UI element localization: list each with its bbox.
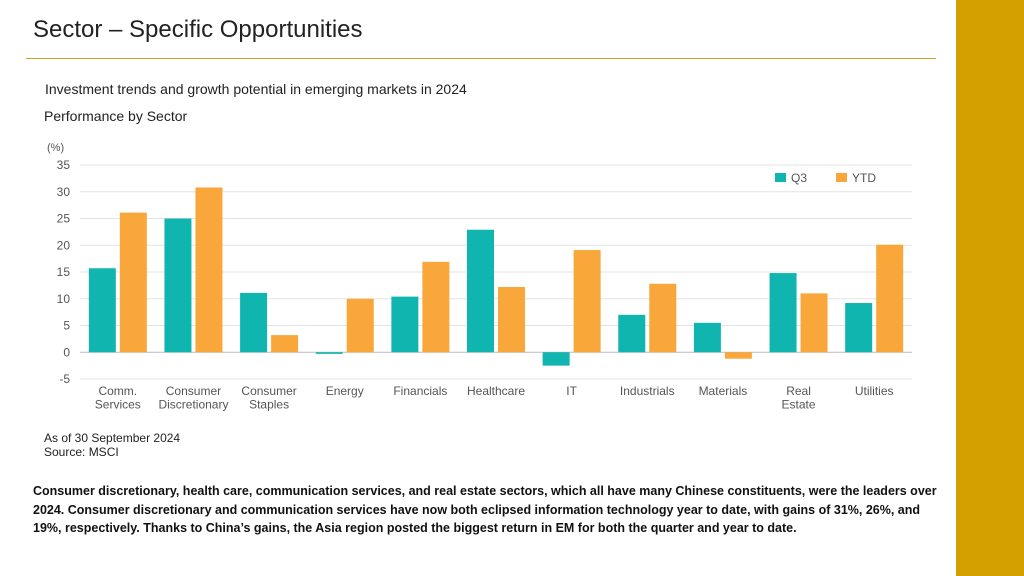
bar-q3	[618, 314, 646, 353]
x-tick-label: Services	[95, 398, 141, 412]
bar-q3	[693, 322, 721, 353]
source-note: Source: MSCI	[44, 445, 119, 459]
x-tick-label: Staples	[249, 398, 289, 412]
x-tick-label: Consumer	[241, 384, 296, 398]
x-tick-label: Energy	[326, 384, 364, 398]
bar-q3	[88, 268, 116, 353]
bar-q3	[240, 292, 268, 353]
title-divider	[26, 58, 936, 59]
legend-label-ytd: YTD	[852, 171, 876, 185]
legend-swatch-q3	[775, 173, 786, 182]
bar-ytd	[724, 352, 752, 359]
y-tick-label: 15	[57, 265, 71, 279]
chart-title: Performance by Sector	[44, 108, 188, 124]
y-tick-label: 10	[57, 292, 71, 306]
slide-subtitle: Investment trends and growth potential i…	[45, 81, 467, 97]
x-tick-label: Estate	[782, 398, 816, 412]
y-tick-label: 5	[63, 319, 70, 333]
bar-q3	[315, 352, 343, 354]
y-tick-label: 0	[63, 345, 70, 359]
y-tick-label: 20	[57, 238, 71, 252]
y-tick-label: 25	[57, 212, 71, 226]
bar-q3	[391, 296, 419, 353]
bar-ytd	[346, 298, 374, 353]
slide-title: Sector – Specific Opportunities	[33, 16, 363, 43]
legend-swatch-ytd	[836, 173, 847, 182]
bar-ytd	[195, 187, 223, 353]
y-tick-label: -5	[59, 372, 70, 386]
bar-ytd	[800, 293, 828, 353]
y-axis-unit-label: (%)	[47, 142, 64, 154]
accent-sidebar	[956, 0, 1024, 576]
x-tick-label: Healthcare	[467, 384, 525, 398]
bar-q3	[164, 218, 192, 353]
x-tick-label: Discretionary	[158, 398, 228, 412]
bar-ytd	[271, 335, 299, 353]
x-tick-label: Consumer	[166, 384, 221, 398]
summary-paragraph: Consumer discretionary, health care, com…	[33, 484, 937, 535]
bar-q3	[542, 352, 570, 366]
x-tick-label: Comm.	[98, 384, 137, 398]
bar-ytd	[573, 250, 601, 353]
x-tick-label: Utilities	[855, 384, 894, 398]
y-tick-label: 35	[57, 158, 71, 172]
x-tick-label: Financials	[393, 384, 447, 398]
x-tick-label: IT	[566, 384, 577, 398]
bar-ytd	[876, 244, 904, 353]
bar-q3	[845, 303, 873, 353]
bar-ytd	[422, 261, 450, 353]
y-tick-label: 30	[57, 185, 71, 199]
as-of-note: As of 30 September 2024	[44, 431, 181, 445]
x-tick-label: Materials	[699, 384, 748, 398]
bar-ytd	[649, 283, 677, 353]
legend-label-q3: Q3	[791, 171, 807, 185]
bar-q3	[769, 273, 797, 353]
x-tick-label: Real	[786, 384, 811, 398]
x-tick-label: Industrials	[620, 384, 675, 398]
bar-q3	[467, 229, 494, 353]
bar-ytd	[119, 212, 147, 353]
bar-ytd	[498, 286, 525, 353]
